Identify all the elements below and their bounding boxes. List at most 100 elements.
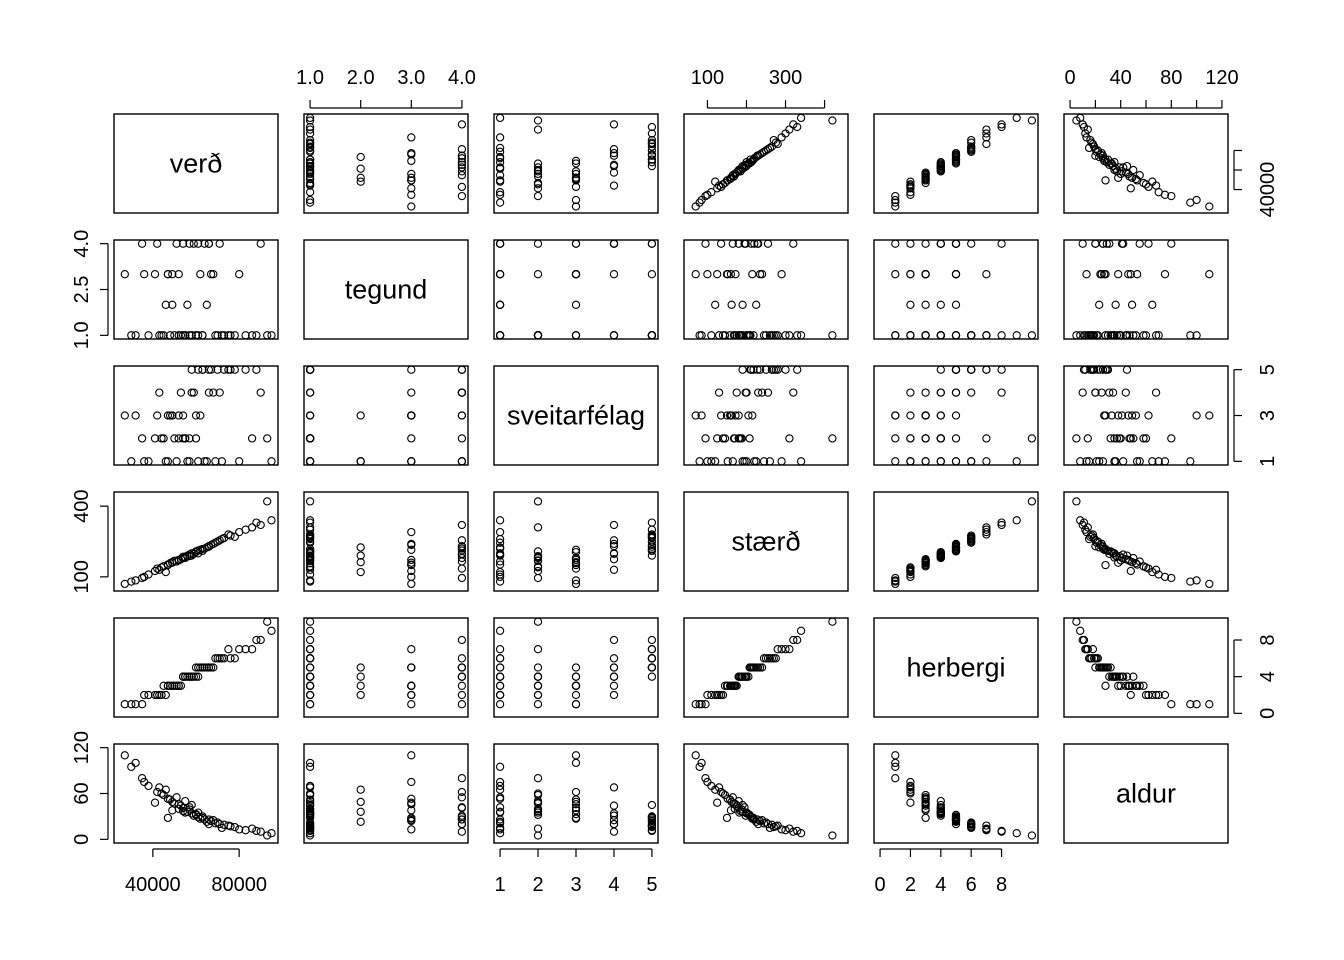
point-2-4-54 — [967, 388, 976, 397]
tick-label-4-1: 2 — [905, 874, 916, 896]
point-0-1-49 — [305, 159, 315, 168]
point-2-3-55 — [723, 457, 732, 466]
point-1-0-49 — [191, 331, 201, 340]
panel-3-1 — [303, 491, 469, 592]
point-2-0-44 — [185, 434, 194, 443]
point-5-3-53 — [697, 758, 706, 768]
point-0-4-57 — [936, 165, 945, 175]
point-2-4-40 — [921, 434, 930, 443]
point-4-1-37 — [457, 690, 467, 700]
point-5-2-23 — [609, 827, 619, 836]
point-1-2-57 — [533, 331, 543, 340]
point-5-2-24 — [495, 829, 505, 838]
point-0-5-51 — [1079, 122, 1089, 132]
point-3-2-54 — [609, 536, 619, 545]
point-0-1-30 — [457, 154, 467, 163]
point-2-0-24 — [267, 457, 276, 466]
point-5-1-59 — [457, 815, 467, 824]
point-0-1-38 — [407, 133, 416, 142]
point-0-5-49 — [1106, 159, 1115, 168]
point-0-1-56 — [305, 155, 315, 164]
ytick-label-4-0: 0 — [1257, 708, 1279, 719]
point-4-2-46 — [609, 690, 619, 700]
point-2-4-39 — [936, 388, 945, 397]
point-1-2-55 — [495, 270, 505, 279]
point-2-0-12 — [224, 365, 233, 374]
panel-5-5 — [1063, 743, 1229, 844]
point-4-1-13 — [457, 681, 467, 690]
point-3-2-40 — [533, 562, 543, 571]
point-0-2-29 — [533, 125, 543, 134]
point-1-0-43 — [174, 270, 183, 279]
point-0-1-9 — [457, 163, 467, 172]
point-4-0-45 — [202, 663, 211, 672]
point-5-4-43 — [921, 800, 930, 809]
point-1-3-44 — [737, 331, 746, 340]
point-3-2-13 — [495, 557, 505, 566]
point-5-2-14 — [571, 809, 581, 819]
point-5-4-46 — [906, 783, 915, 792]
point-4-5-21 — [1126, 690, 1135, 700]
point-5-3-46 — [714, 783, 724, 792]
point-4-0-55 — [163, 681, 173, 690]
point-2-4-57 — [936, 434, 945, 443]
point-1-3-51 — [793, 331, 802, 340]
point-4-5-24 — [1076, 626, 1085, 635]
point-4-1-33 — [407, 663, 416, 672]
point-0-1-37 — [457, 182, 467, 192]
point-5-2-55 — [495, 794, 505, 803]
point-1-5-33 — [1096, 270, 1105, 279]
point-3-2-14 — [571, 547, 581, 557]
point-5-0-53 — [131, 758, 140, 768]
point-3-2-3 — [647, 551, 657, 560]
point-3-2-23 — [609, 520, 619, 530]
point-0-2-31 — [609, 168, 619, 177]
point-1-5-19 — [1105, 239, 1114, 248]
point-2-3-47 — [771, 365, 780, 374]
point-1-0-47 — [226, 331, 235, 340]
point-5-2-9 — [495, 803, 505, 812]
point-5-2-25 — [533, 774, 543, 783]
point-0-1-28 — [305, 135, 315, 145]
point-5-1-46 — [305, 783, 315, 792]
point-4-0-29 — [247, 645, 257, 654]
tick-label-4-2: 4 — [935, 874, 946, 896]
point-3-5-56 — [1101, 544, 1110, 554]
point-4-0-10 — [157, 690, 166, 700]
ytick-label-4-2: 8 — [1257, 634, 1279, 645]
point-2-3-59 — [753, 365, 762, 374]
point-0-2-41 — [647, 158, 657, 167]
point-4-3-33 — [755, 663, 765, 672]
point-3-1-40 — [305, 562, 315, 571]
point-0-1-22 — [305, 129, 315, 138]
point-4-5-54 — [1091, 654, 1100, 663]
panel-3-4 — [873, 491, 1039, 592]
point-0-2-34 — [495, 164, 505, 173]
point-4-1-16 — [356, 690, 365, 700]
point-4-2-21 — [533, 690, 543, 700]
point-4-2-26 — [495, 700, 505, 709]
point-1-3-55 — [723, 270, 732, 279]
point-4-0-35 — [170, 681, 179, 690]
point-4-5-2 — [1101, 681, 1110, 690]
point-2-4-24 — [1012, 457, 1021, 466]
panel-5-0 — [113, 743, 279, 844]
point-5-3-47 — [771, 822, 780, 831]
tick-label-2-1: 2 — [532, 874, 543, 896]
point-0-5-55 — [1132, 176, 1142, 185]
panel-2-5 — [1063, 365, 1229, 466]
point-5-2-3 — [647, 800, 657, 810]
point-4-2-51 — [647, 635, 657, 645]
point-4-0-41 — [194, 663, 203, 672]
point-0-2-43 — [571, 169, 581, 179]
point-1-5-15 — [1112, 331, 1122, 340]
point-0-2-59 — [647, 151, 657, 160]
point-3-1-38 — [407, 527, 416, 537]
panel-0-5 — [1063, 113, 1229, 214]
point-1-3-46 — [714, 331, 724, 340]
point-5-2-49 — [533, 810, 543, 820]
point-4-2-59 — [647, 663, 657, 672]
point-4-1-45 — [356, 663, 365, 672]
point-2-0-19 — [189, 388, 198, 397]
point-0-2-39 — [609, 161, 619, 171]
